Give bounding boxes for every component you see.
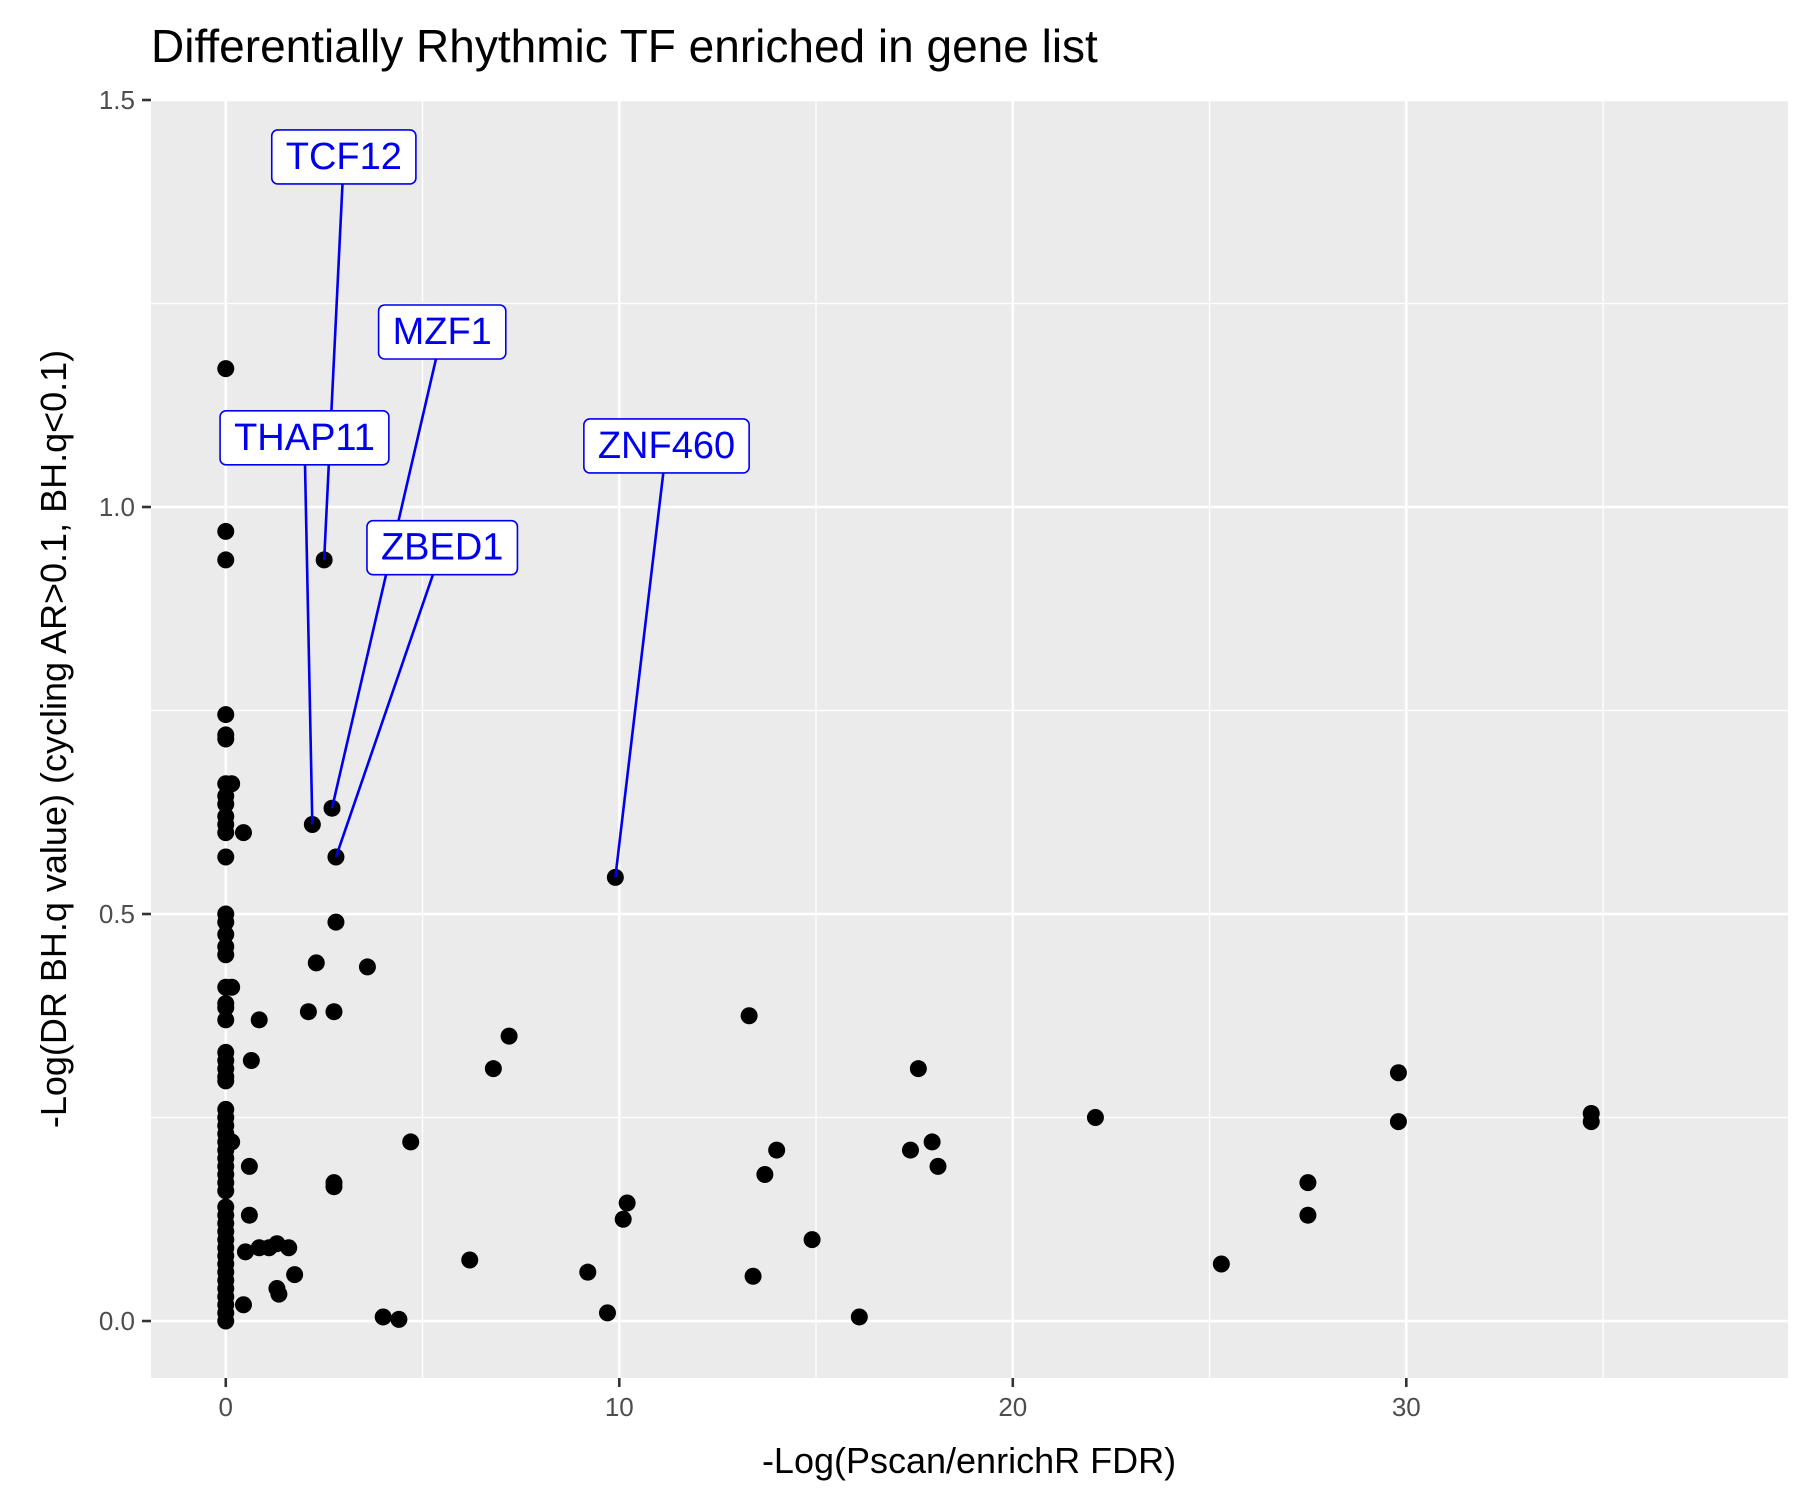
data-point [217,730,235,748]
data-point [240,1206,258,1224]
label-connector [614,445,668,878]
grid-minor [151,100,1788,1378]
data-point [325,1003,343,1021]
data-point [1582,1113,1600,1131]
data-point [1389,1113,1407,1131]
label-connector [322,156,346,560]
data-point [299,1003,317,1021]
data-point [223,775,241,793]
data-points [217,360,1600,1330]
data-point [740,1007,758,1025]
point-label-box [377,304,507,360]
data-point [217,522,235,540]
data-point [579,1263,597,1281]
point-label: ZBED1 [366,519,519,576]
data-point [240,1157,258,1175]
data-point [1299,1206,1317,1224]
y-tick-label: 0.0 [99,1306,135,1336]
point-label-box [583,418,750,474]
data-point [217,1182,235,1200]
data-point [768,1141,786,1159]
data-point [929,1157,947,1175]
x-axis-title: -Log(Pscan/enrichR FDR) [762,1440,1176,1481]
data-point [618,1194,636,1212]
data-point [484,1060,502,1078]
data-point [250,1011,268,1029]
point-label-text: ZNF460 [598,425,735,467]
label-connector [334,547,444,858]
x-tick-label: 10 [605,1392,634,1422]
data-point [1299,1174,1317,1192]
data-point [217,360,235,378]
data-point [217,1011,235,1029]
data-point [307,954,325,972]
data-point [756,1165,774,1183]
data-point [236,1243,254,1261]
data-point [614,1210,632,1228]
data-point [909,1060,927,1078]
data-point [217,925,235,943]
data-point [374,1308,392,1326]
plot-panel [151,100,1788,1378]
label-connector [303,437,314,825]
point-label: TCF12 [270,129,417,185]
chart-title: Differentially Rhythmic TF enriched in g… [151,20,1098,72]
data-point [1212,1255,1230,1273]
x-tick-label: 20 [998,1392,1027,1422]
axes: 0 10 20 30 0.0 0.5 1.0 1.5 [99,85,1421,1422]
data-point [217,1312,235,1330]
point-label-text: THAP11 [234,417,375,459]
data-point [234,824,252,842]
data-point [286,1266,304,1284]
grid-major [151,98,1788,1378]
data-point [217,999,235,1017]
point-label-box [270,129,417,185]
data-point [744,1267,762,1285]
data-point [461,1251,479,1269]
data-point [1086,1109,1104,1127]
y-tick-label: 1.0 [99,492,135,522]
y-tick-label: 0.5 [99,899,135,929]
point-labels: TCF12 MZF1 THAP11 ZBED1 ZNF460 [219,129,750,878]
data-point [217,913,235,931]
data-point [234,1296,252,1314]
data-point [217,848,235,866]
data-point [217,551,235,569]
data-point [223,1133,241,1151]
data-point [280,1239,298,1257]
point-label-box [366,519,519,576]
data-point [217,706,235,724]
point-label-box [219,410,390,466]
point-label: THAP11 [219,410,390,466]
data-point [923,1133,941,1151]
data-point [390,1310,408,1328]
x-tick-label: 30 [1392,1392,1421,1422]
data-point [270,1285,288,1303]
data-point [500,1027,518,1045]
data-point [325,1178,343,1196]
point-label-text: MZF1 [393,311,492,353]
data-point [402,1133,420,1151]
data-point [327,913,345,931]
point-label: ZNF460 [583,418,750,474]
data-point [598,1304,616,1322]
point-label-text: TCF12 [286,136,402,178]
data-point [850,1308,868,1326]
data-point [1389,1064,1407,1082]
y-tick-label: 1.5 [99,85,135,115]
x-tick-label: 0 [219,1392,233,1422]
data-point [242,1052,260,1070]
data-point [217,1072,235,1090]
point-label-text: ZBED1 [381,527,503,569]
data-point [217,795,235,813]
data-point [358,958,376,976]
data-point [217,824,235,842]
point-label: MZF1 [377,304,507,360]
data-point [223,978,241,996]
data-point [217,946,235,964]
data-point [803,1231,821,1249]
data-point [901,1141,919,1159]
y-axis-title: -Log(DR BH.q value) (cycling AR>0.1, BH.… [33,350,74,1128]
